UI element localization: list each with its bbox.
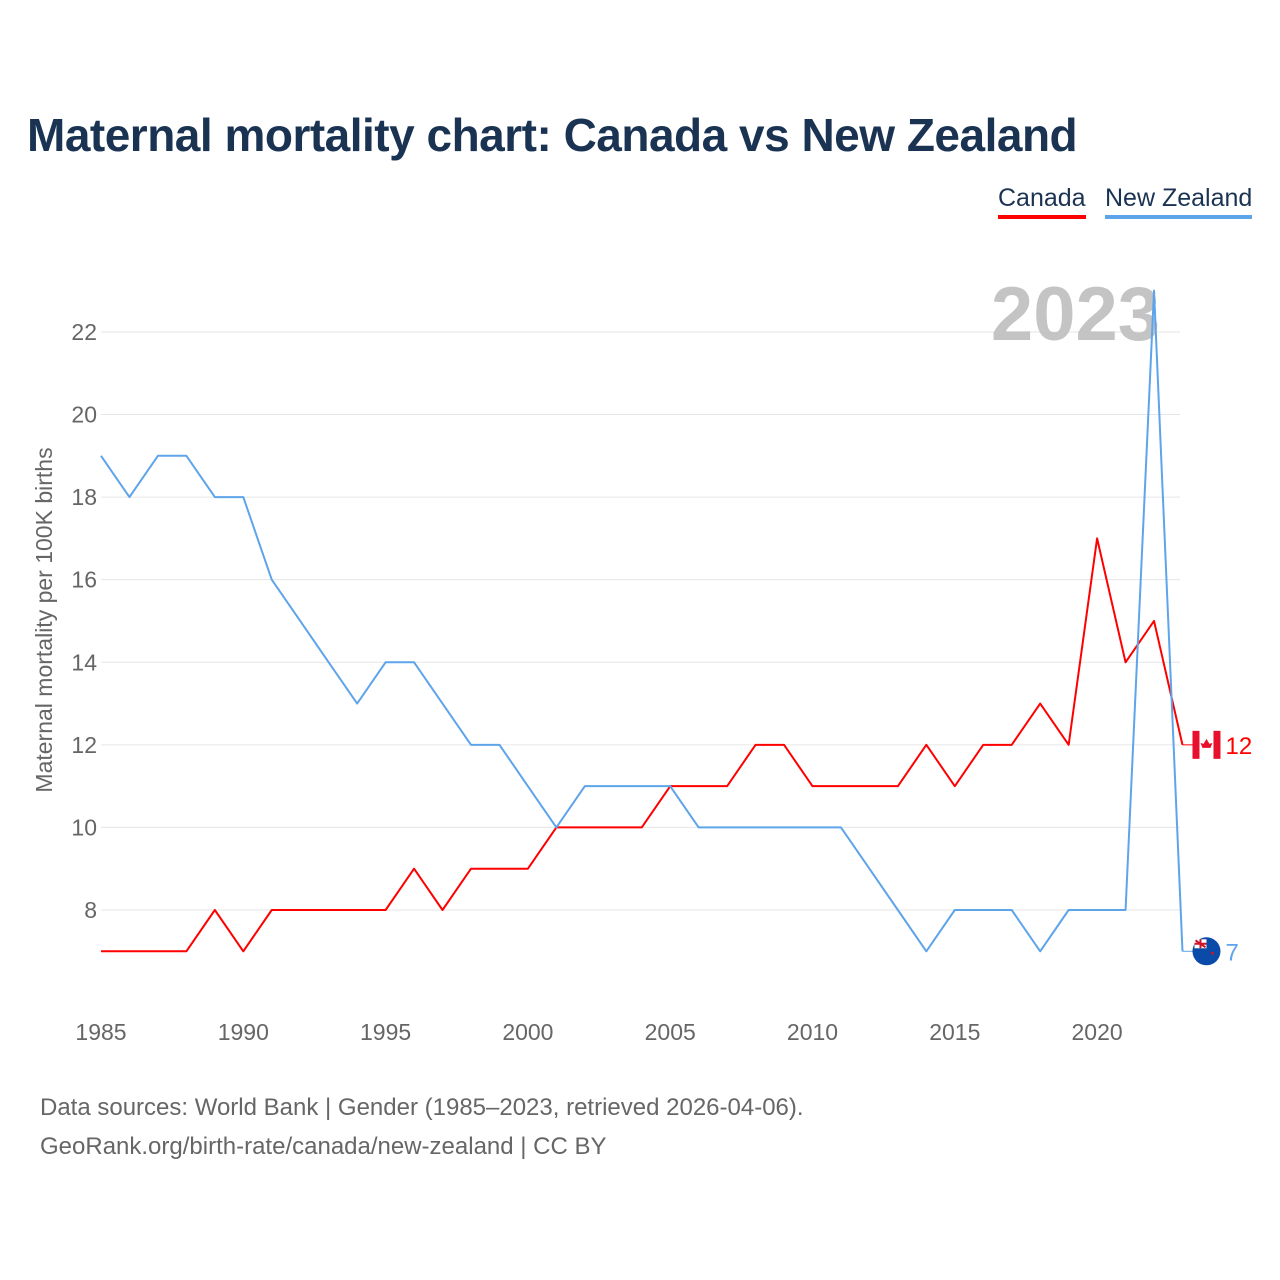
canada-flag-icon bbox=[1192, 730, 1221, 759]
y-tick-label: 8 bbox=[84, 897, 97, 923]
year-watermark: 2023 bbox=[991, 272, 1160, 357]
source-line-2[interactable]: GeoRank.org/birth-rate/canada/new-zealan… bbox=[40, 1133, 607, 1160]
x-tick-label: 2000 bbox=[502, 1019, 553, 1045]
source-note: Data sources: World Bank | Gender (1985–… bbox=[40, 1088, 804, 1166]
x-tick-label: 2015 bbox=[929, 1019, 980, 1045]
series-line-new-zealand[interactable] bbox=[100, 289, 1184, 953]
y-tick-label: 14 bbox=[71, 649, 97, 675]
y-tick-label: 16 bbox=[71, 567, 97, 593]
series-line-canada[interactable] bbox=[101, 537, 1184, 953]
legend-new-zealand[interactable]: New Zealand bbox=[1105, 184, 1253, 219]
source-line-1: Data sources: World Bank | Gender (1985–… bbox=[40, 1094, 804, 1121]
x-tick-label: 1985 bbox=[75, 1019, 126, 1045]
x-tick-label: 1990 bbox=[218, 1019, 269, 1045]
end-value-label: 12 bbox=[1225, 733, 1252, 760]
x-tick-label: 1995 bbox=[360, 1019, 411, 1045]
y-axis-label: Maternal mortality per 100K births bbox=[31, 447, 57, 792]
x-tick-label: 2005 bbox=[645, 1019, 696, 1045]
y-tick-label: 12 bbox=[71, 732, 97, 758]
legend-canada[interactable]: Canada bbox=[998, 184, 1086, 219]
chart-title: Maternal mortality chart: Canada vs New … bbox=[27, 109, 1078, 161]
y-tick-label: 18 bbox=[71, 484, 97, 510]
y-tick-label: 22 bbox=[71, 319, 97, 345]
end-value-label: 7 bbox=[1225, 939, 1238, 966]
y-tick-label: 10 bbox=[71, 814, 97, 840]
x-tick-label: 2010 bbox=[787, 1019, 838, 1045]
y-tick-label: 20 bbox=[71, 402, 97, 428]
new-zealand-flag-icon bbox=[1192, 937, 1221, 966]
x-tick-label: 2020 bbox=[1072, 1019, 1123, 1045]
